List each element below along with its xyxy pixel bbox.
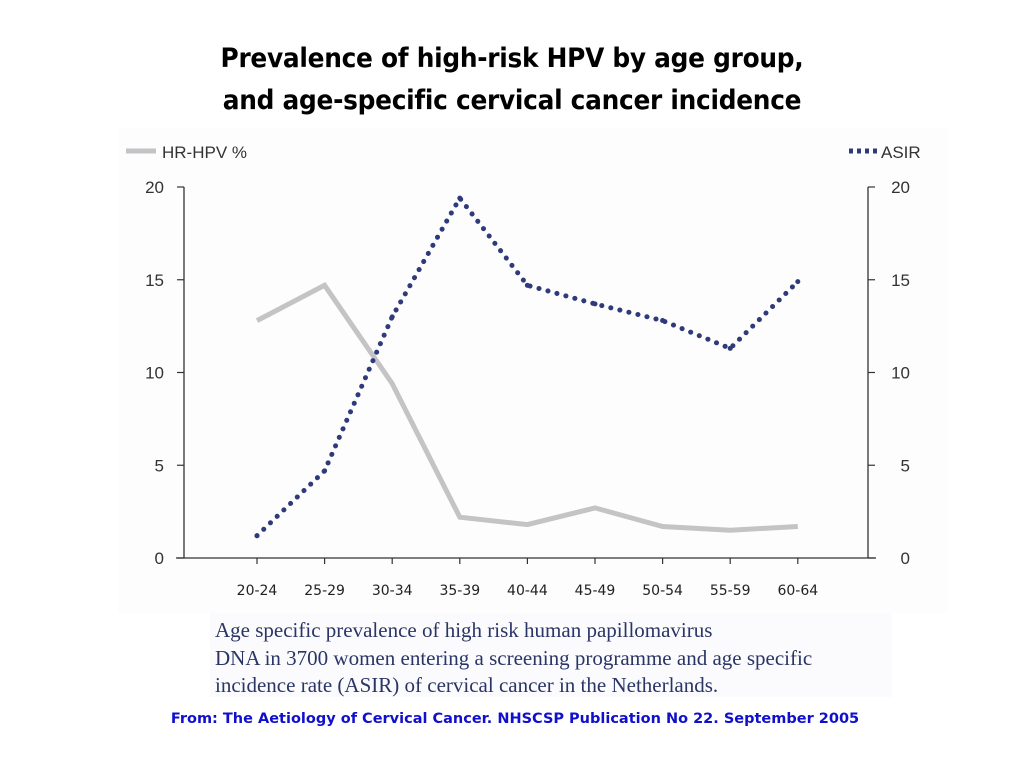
hpv-series-line	[255, 282, 798, 533]
slide-title: Prevalence of high-risk HPV by age group…	[41, 38, 983, 122]
x-tick-label: 25-29	[304, 583, 345, 599]
asir-data-point	[322, 468, 328, 474]
asir-data-point	[727, 345, 733, 351]
title-line-1: Prevalence of high-risk HPV by age group…	[220, 43, 804, 74]
chart-panel: HR-HPV % ASIR 0 5 10 15 20 0 5 10 15 20 20-24 25-29…	[118, 128, 948, 613]
left-y-tick-label: 0	[155, 549, 164, 568]
x-tick-label: 45-49	[575, 583, 616, 599]
caption-line-2: DNA in 3700 women entering a screening p…	[215, 645, 813, 670]
right-y-tick-label: 20	[891, 178, 910, 197]
left-y-tick-label: 15	[145, 271, 164, 290]
right-y-tick-label: 10	[891, 364, 910, 383]
asir-series-line	[254, 193, 801, 539]
legend: HR-HPV % ASIR	[126, 143, 921, 162]
title-line-2: and age-specific cervical cancer inciden…	[222, 85, 802, 116]
right-y-tick-label: 15	[891, 271, 910, 290]
dual-axis-line-chart: HR-HPV % ASIR 0 5 10 15 20 0 5 10 15 20 20-24 25-29…	[126, 143, 921, 599]
caption-line-1: Age specific prevalence of high risk hum…	[215, 618, 713, 642]
left-y-tick-label: 20	[145, 178, 164, 197]
asir-data-point	[254, 533, 260, 539]
legend-hpv-label: HR-HPV %	[162, 143, 247, 162]
asir-data-point	[389, 314, 395, 320]
asir-data-point	[795, 279, 801, 285]
asir-data-point	[524, 282, 530, 288]
asir-data-point	[592, 301, 598, 307]
x-tick-label: 50-54	[642, 583, 683, 599]
x-tick-label: 60-64	[777, 583, 818, 599]
x-tick-label: 30-34	[372, 583, 413, 599]
caption-box	[210, 613, 892, 697]
right-y-tick-label: 0	[901, 549, 910, 568]
source-citation: From: The Aetiology of Cervical Cancer. …	[170, 711, 860, 727]
right-y-tick-label: 5	[901, 456, 910, 475]
asir-data-point	[660, 318, 666, 324]
series-layer	[254, 193, 801, 539]
x-tick-label: 35-39	[439, 583, 480, 599]
left-y-tick-label: 10	[145, 364, 164, 383]
figure-caption: Age specific prevalence of high risk hum…	[215, 617, 812, 700]
axes: 0 5 10 15 20 0 5 10 15 20 20-24 25-29 30-34 35-39 40-4…	[145, 178, 910, 599]
x-tick-label: 40-44	[507, 583, 548, 599]
left-y-tick-label: 5	[155, 456, 164, 475]
asir-data-point	[457, 195, 463, 201]
caption-line-3: incidence rate (ASIR) of cervical cancer…	[215, 673, 719, 697]
x-tick-label: 20-24	[237, 583, 278, 599]
x-tick-label: 55-59	[710, 583, 751, 599]
legend-asir-label: ASIR	[881, 143, 921, 162]
